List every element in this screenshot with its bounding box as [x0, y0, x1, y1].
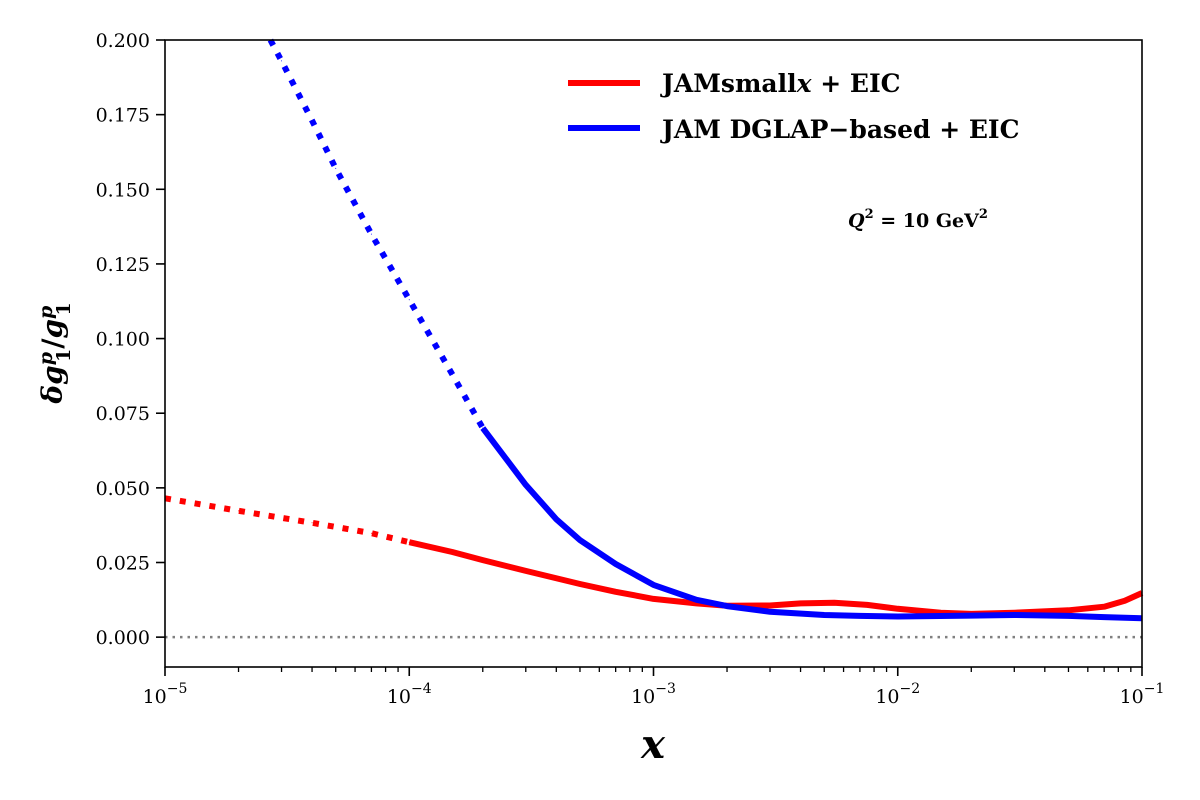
y-tick-label: 0.075: [96, 403, 150, 425]
y-label-sub2: 1: [53, 302, 75, 315]
data-point: [408, 299, 410, 301]
series-line-solid: [408, 539, 1144, 617]
series-line-dotted: [267, 38, 486, 430]
data-point: [769, 604, 771, 606]
data-point: [1103, 606, 1105, 608]
data-point: [238, 510, 240, 512]
x-tick-label: 10−3: [631, 681, 676, 708]
y-tick-label: 0.025: [96, 553, 150, 575]
data-point: [653, 584, 654, 586]
data-point: [311, 522, 313, 524]
series-line-solid: [480, 426, 1143, 622]
data-point: [897, 616, 899, 618]
data-point: [1124, 600, 1126, 602]
data-point: [823, 614, 825, 616]
data-point: [1103, 616, 1105, 618]
data-point: [833, 602, 835, 604]
data-point: [940, 612, 942, 614]
data-point: [370, 532, 372, 534]
data-point: [696, 599, 698, 601]
data-point: [525, 484, 527, 486]
y-tick-label: 0.175: [96, 105, 150, 127]
y-axis: 0.000 0.025 0.050 0.075 0.100 0.125 0.150 0.175…: [96, 30, 165, 649]
legend-label-jamsmallx: JAMsmallx + EIC: [660, 69, 901, 98]
y-tick-label: 0.000: [96, 627, 150, 649]
data-point: [579, 539, 581, 541]
series-0: [164, 495, 1144, 617]
data-point: [726, 605, 728, 607]
y-label-delta: δ: [36, 385, 69, 405]
data-point: [335, 167, 337, 169]
data-point: [451, 551, 453, 553]
data-point: [1013, 614, 1015, 616]
plot-lines: [164, 38, 1144, 639]
data-point: [897, 608, 899, 610]
y-tick-label: 0.050: [96, 478, 150, 500]
x-tick-label: 10−1: [1120, 681, 1165, 708]
data-point: [1067, 609, 1069, 611]
x-tick-label: 10−2: [875, 681, 920, 708]
y-axis-label: δgp1/gp1: [35, 302, 75, 404]
data-point: [311, 120, 313, 122]
legend-label-jam-dglap: JAM DGLAP−based + EIC: [660, 115, 1020, 144]
data-point: [696, 602, 698, 604]
data-point: [769, 611, 771, 613]
series-line-dotted: [164, 495, 410, 546]
svg-text:δgp1/gp1: δgp1/gp1: [35, 302, 75, 404]
x-tick-label: 10−5: [143, 681, 188, 708]
data-point: [525, 570, 527, 572]
y-label-slash: /: [36, 338, 69, 349]
y-tick-label: 0.200: [96, 30, 150, 52]
data-point: [579, 583, 581, 585]
data-point: [482, 559, 484, 561]
q2-annotation: Q2 = 10 GeV2: [848, 207, 988, 232]
y-label-sup2: p: [35, 305, 57, 319]
data-point: [615, 591, 617, 593]
data-point: [555, 518, 557, 520]
y-tick-label: 0.150: [96, 179, 150, 201]
data-point: [615, 563, 617, 565]
y-label-g2: g: [36, 319, 69, 339]
data-point: [970, 615, 972, 617]
data-point: [859, 615, 861, 617]
data-point: [281, 60, 283, 62]
data-point: [370, 233, 372, 235]
data-point: [451, 373, 453, 375]
x-axis-label: x: [640, 721, 666, 768]
x-tick-label: 10−4: [387, 681, 432, 708]
data-point: [408, 541, 410, 543]
y-label-sub: 1: [53, 349, 75, 362]
y-tick-label: 0.100: [96, 329, 150, 351]
data-point: [482, 427, 484, 429]
legend: JAMsmallx + EIC JAM DGLAP−based + EIC: [568, 69, 1020, 144]
data-point: [800, 602, 802, 604]
y-label-g: g: [36, 365, 69, 385]
data-point: [653, 598, 654, 600]
y-label-sup: p: [35, 351, 57, 365]
data-point: [866, 604, 868, 606]
y-tick-label: 0.125: [96, 254, 150, 276]
x-axis: 10−5 10−4 10−3 10−2 10−1: [143, 667, 1165, 708]
data-point: [1067, 615, 1069, 617]
